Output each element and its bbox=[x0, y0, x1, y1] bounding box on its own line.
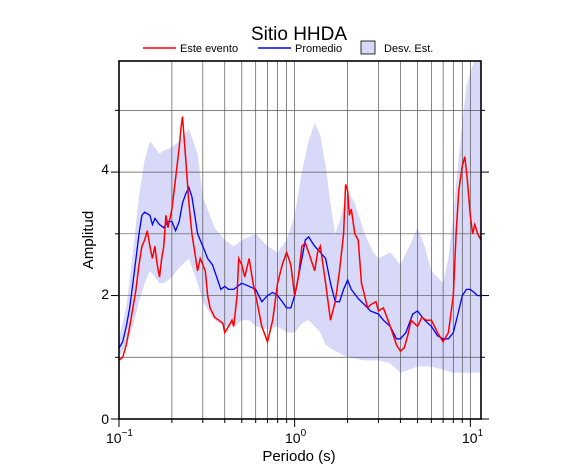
legend-swatch-desv-est bbox=[360, 40, 376, 55]
plot-frame bbox=[118, 60, 482, 420]
y-tick-label-0: 0 bbox=[101, 411, 109, 427]
legend-label-promedio: Promedio bbox=[295, 43, 342, 55]
x-axis-label: Periodo (s) bbox=[262, 448, 335, 465]
x-tick-label-2: 101 bbox=[462, 428, 484, 446]
legend-label-desv-est: Desv. Est. bbox=[384, 43, 433, 55]
y-tick-label-4: 4 bbox=[101, 161, 109, 177]
legend-label-este-evento: Este evento bbox=[180, 43, 238, 55]
chart-title: Sitio HHDA bbox=[251, 24, 347, 45]
svg-text:101: 101 bbox=[462, 428, 484, 446]
y-axis-label: Amplitud bbox=[80, 211, 97, 269]
legend: Este evento Promedio Desv. Est. bbox=[143, 40, 433, 55]
y-tick-label-2: 2 bbox=[101, 286, 109, 302]
std-dev-band bbox=[119, 61, 481, 373]
grid-lines bbox=[119, 61, 481, 419]
svg-text:10−1: 10−1 bbox=[106, 428, 133, 446]
svg-text:100: 100 bbox=[285, 428, 307, 446]
x-tick-label-0: 10−1 bbox=[106, 428, 133, 446]
x-tick-label-1: 100 bbox=[285, 428, 307, 446]
axis-ticks bbox=[111, 109, 489, 427]
series-line-este-evento bbox=[118, 116, 482, 361]
